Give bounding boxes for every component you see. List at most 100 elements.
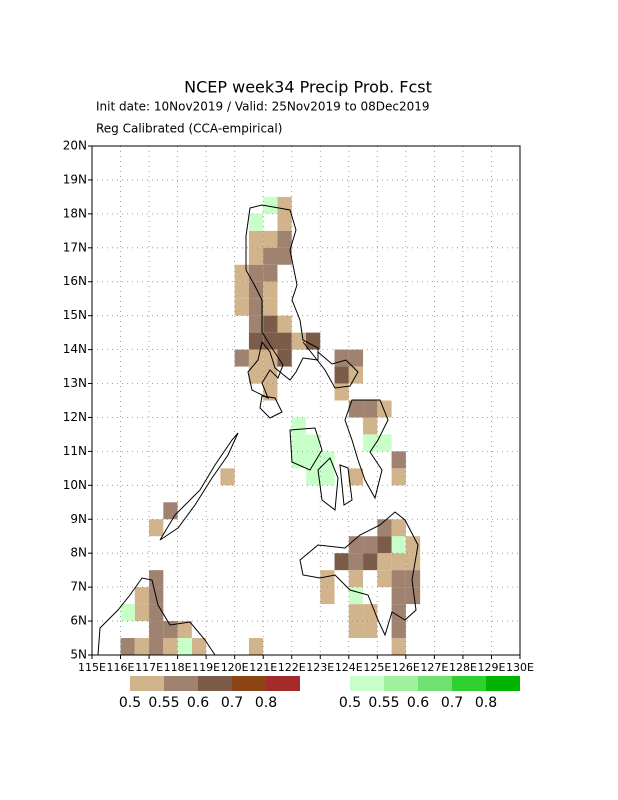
dry-cell bbox=[163, 502, 178, 520]
dry-cell bbox=[348, 553, 364, 571]
panay-coast bbox=[289, 427, 323, 471]
dry-cell bbox=[363, 400, 378, 418]
colorbar-label: 0.5 bbox=[119, 695, 141, 711]
dry-cell bbox=[248, 264, 264, 282]
dry-cell bbox=[263, 315, 278, 333]
wet-cell bbox=[291, 417, 306, 435]
dry-cell bbox=[320, 570, 335, 588]
dry-cell bbox=[163, 638, 178, 655]
colorbar-box bbox=[384, 676, 418, 691]
x-tick-label: 115E bbox=[78, 661, 106, 674]
y-tick-label: 5N bbox=[70, 648, 87, 662]
dry-cell bbox=[248, 366, 264, 384]
colorbar-box bbox=[486, 676, 520, 691]
colorbar-box bbox=[198, 676, 232, 691]
dry-cell bbox=[234, 264, 249, 282]
dry-cell bbox=[391, 519, 406, 537]
x-tick-label: 118E bbox=[164, 661, 192, 674]
x-tick-label: 127E bbox=[420, 661, 448, 674]
y-tick-label: 19N bbox=[63, 172, 87, 186]
wet-cell bbox=[263, 196, 278, 214]
dry-cell bbox=[248, 230, 264, 248]
dry-cell bbox=[277, 196, 292, 214]
colorbars: 0.5 0.55 0.6 0.7 0.8 0.5 0.55 0.6 0.7 0.8 bbox=[119, 676, 520, 711]
dry-cell bbox=[391, 553, 406, 571]
dry-cell bbox=[405, 553, 421, 571]
colorbar-box bbox=[350, 676, 384, 691]
dry-cell bbox=[334, 553, 349, 571]
chart-note: Reg Calibrated (CCA-empirical) bbox=[96, 122, 282, 136]
colorbar-label: 0.7 bbox=[441, 695, 463, 711]
dry-cell bbox=[277, 213, 292, 231]
y-tick-label: 18N bbox=[63, 206, 87, 220]
dry-cell bbox=[263, 264, 278, 282]
dry-cell bbox=[348, 536, 364, 554]
dry-cell bbox=[149, 638, 164, 655]
dry-cell bbox=[177, 621, 192, 639]
dry-cell bbox=[277, 247, 292, 265]
dry-cell bbox=[149, 570, 164, 588]
x-tick-label: 126E bbox=[392, 661, 420, 674]
x-tick-label: 119E bbox=[192, 661, 220, 674]
palawan-coast bbox=[159, 432, 239, 541]
y-tick-label: 10N bbox=[63, 478, 87, 492]
dry-cell bbox=[277, 332, 292, 350]
dry-cell bbox=[220, 468, 235, 486]
y-tick-label: 8N bbox=[70, 546, 87, 560]
x-tick-label: 117E bbox=[135, 661, 163, 674]
cebu-coast bbox=[339, 464, 353, 506]
dry-cell bbox=[134, 638, 150, 655]
dry-cell bbox=[263, 366, 278, 384]
dry-cell bbox=[234, 349, 249, 367]
dry-cell bbox=[263, 247, 278, 265]
dry-cell bbox=[377, 570, 392, 588]
dry-cell bbox=[391, 621, 406, 639]
dry-cell bbox=[348, 349, 364, 367]
dry-cell bbox=[363, 621, 378, 639]
wet-cell bbox=[377, 434, 392, 452]
dry-cell bbox=[391, 451, 406, 469]
dry-cell bbox=[306, 332, 321, 350]
dry-cell bbox=[363, 417, 378, 435]
dry-cell bbox=[405, 536, 421, 554]
wet-cell bbox=[248, 213, 264, 231]
x-tick-label: 123E bbox=[306, 661, 334, 674]
dry-cell bbox=[234, 281, 249, 299]
dry-cell bbox=[134, 604, 150, 622]
wet-cell bbox=[291, 434, 306, 452]
dry-cell bbox=[134, 587, 150, 605]
dry-cell bbox=[149, 621, 164, 639]
mindoro-coast bbox=[259, 395, 283, 419]
dry-cell bbox=[263, 349, 278, 367]
x-tick-label: 128E bbox=[449, 661, 477, 674]
dry-cell bbox=[391, 587, 406, 605]
dry-cell bbox=[248, 281, 264, 299]
x-tick-label: 129E bbox=[477, 661, 505, 674]
dry-cell bbox=[377, 553, 392, 571]
bicol-coast bbox=[302, 341, 359, 389]
wet-cell bbox=[291, 451, 306, 469]
plot-frame bbox=[91, 145, 521, 656]
luzon-coast bbox=[245, 204, 319, 400]
colorbar-label: 0.7 bbox=[221, 695, 243, 711]
dry-cell bbox=[263, 298, 278, 316]
wet-cell bbox=[363, 434, 378, 452]
colorbar-label: 0.55 bbox=[148, 695, 179, 711]
dry-cell bbox=[391, 604, 406, 622]
dry-cell bbox=[248, 298, 264, 316]
colorbar-label: 0.8 bbox=[475, 695, 497, 711]
colorbar-label: 0.8 bbox=[255, 695, 277, 711]
dry-cell bbox=[248, 332, 264, 350]
x-tick-label: 130E bbox=[506, 661, 534, 674]
dry-cell bbox=[149, 519, 164, 537]
x-tick-label: 124E bbox=[335, 661, 363, 674]
y-tick-label: 9N bbox=[70, 512, 87, 526]
dry-cell bbox=[291, 332, 306, 350]
y-tick-label: 14N bbox=[63, 342, 87, 356]
dry-cell bbox=[391, 570, 406, 588]
dry-cell bbox=[234, 298, 249, 316]
colorbar-label: 0.5 bbox=[339, 695, 361, 711]
dry-cell bbox=[348, 400, 364, 418]
